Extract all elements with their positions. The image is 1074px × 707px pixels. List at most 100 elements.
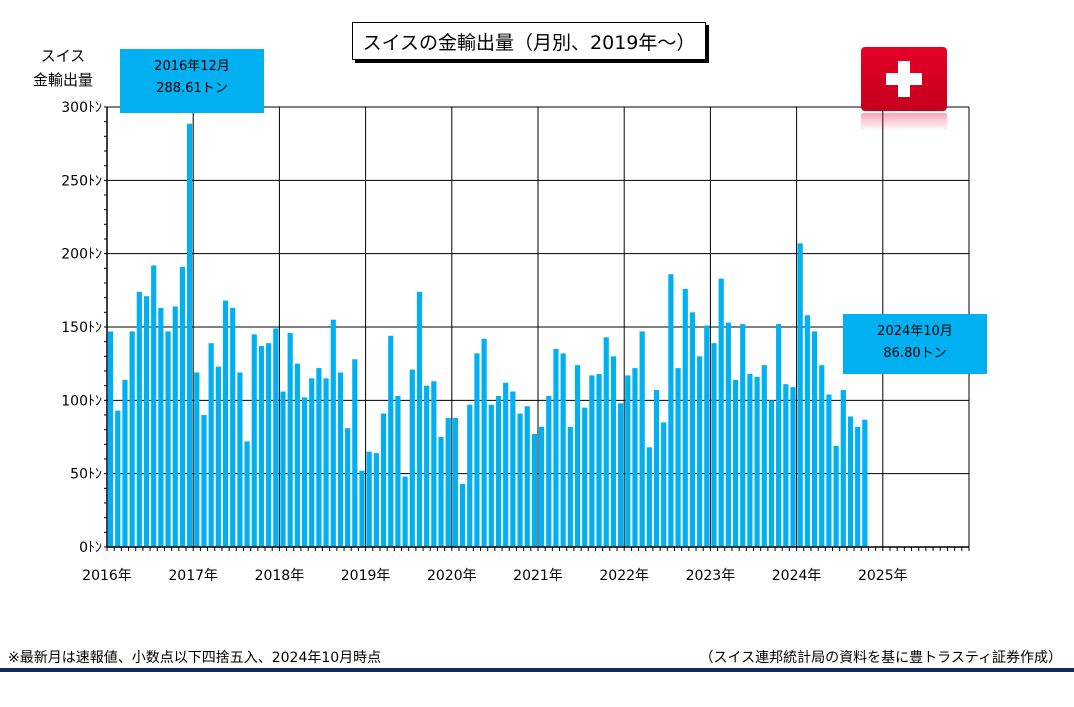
bar xyxy=(503,382,509,547)
bar xyxy=(804,315,810,547)
bar xyxy=(553,349,559,547)
bar xyxy=(294,363,300,547)
x-tick-label: 2021年 xyxy=(513,568,563,584)
x-tick-label: 2017年 xyxy=(168,568,218,584)
bar xyxy=(790,387,796,547)
x-tick-label: 2022年 xyxy=(599,568,649,584)
bar xyxy=(158,307,164,547)
bar xyxy=(431,381,437,547)
bar xyxy=(488,404,494,547)
bar xyxy=(618,403,624,547)
bar xyxy=(725,322,731,547)
bar xyxy=(108,331,114,547)
bar xyxy=(467,404,473,547)
x-tick-label: 2025年 xyxy=(858,568,908,584)
bar xyxy=(704,325,710,547)
bar xyxy=(208,343,214,547)
footnote: ※最新月は速報値、小数点以下四捨五入、2024年10月時点 xyxy=(8,650,382,666)
bar xyxy=(309,378,315,547)
bar xyxy=(625,375,631,547)
y-axis-label: スイス 金輸出量 xyxy=(28,44,98,92)
bar xyxy=(438,437,444,547)
bar xyxy=(122,379,128,547)
y-tick-label: 150ﾄﾝ xyxy=(61,320,102,336)
bar xyxy=(783,384,789,547)
bar xyxy=(187,123,193,548)
bar xyxy=(273,328,279,547)
source-note: （スイス連邦統計局の資料を基に豊トラスティ証券作成） xyxy=(699,650,1062,666)
bar xyxy=(668,274,674,547)
annotation-max-callout: 2016年12月 288.61トン xyxy=(120,49,264,113)
bar xyxy=(129,331,135,547)
bar xyxy=(172,306,178,547)
bar xyxy=(567,426,573,547)
bar xyxy=(776,324,782,547)
bar xyxy=(582,407,588,547)
annotation-latest-value: 86.80トン xyxy=(883,346,947,361)
bar xyxy=(847,416,854,547)
bar xyxy=(402,476,408,547)
bar xyxy=(237,372,243,547)
bar xyxy=(761,365,767,547)
x-tick-label: 2019年 xyxy=(341,568,391,584)
bar xyxy=(495,395,502,547)
bar xyxy=(819,365,825,547)
bar xyxy=(661,422,667,547)
bar xyxy=(768,400,775,547)
bar xyxy=(797,243,803,547)
bar xyxy=(258,346,265,547)
bar xyxy=(388,335,394,547)
bar xyxy=(352,359,358,547)
annotation-max-date: 2016年12月 xyxy=(154,59,230,74)
bar xyxy=(222,300,229,547)
y-axis-label-line2: 金輸出量 xyxy=(32,71,93,89)
bar xyxy=(524,406,530,547)
bar xyxy=(574,365,581,547)
bar xyxy=(373,453,379,547)
bar xyxy=(409,369,415,547)
bar xyxy=(287,332,293,547)
bar xyxy=(244,441,250,547)
bar xyxy=(337,372,344,547)
bar xyxy=(115,410,121,547)
bar xyxy=(345,428,351,547)
bar xyxy=(510,391,516,547)
annotation-max-value: 288.61トン xyxy=(156,81,228,96)
bar xyxy=(517,413,523,547)
bar xyxy=(560,353,566,547)
swiss-flag-icon xyxy=(861,47,947,111)
bar xyxy=(646,447,652,547)
bar xyxy=(811,331,818,547)
bar xyxy=(143,296,150,547)
bar xyxy=(416,291,423,547)
bar xyxy=(215,366,221,547)
bottom-rule xyxy=(0,668,1074,672)
bar xyxy=(632,368,638,547)
bar xyxy=(675,368,681,547)
bar xyxy=(747,373,753,547)
bar xyxy=(840,390,846,547)
bar xyxy=(194,372,200,547)
y-tick-label: 250ﾄﾝ xyxy=(61,173,102,189)
bar xyxy=(754,376,760,547)
bar xyxy=(323,378,329,547)
bar xyxy=(266,343,272,547)
bar xyxy=(301,397,308,547)
annotation-latest-date: 2024年10月 xyxy=(877,324,953,339)
annotation-latest-callout: 2024年10月 86.80トン xyxy=(843,314,987,374)
bar xyxy=(151,265,157,547)
bar xyxy=(316,368,322,547)
bar xyxy=(380,413,387,547)
bar xyxy=(445,417,451,547)
bar xyxy=(711,343,717,547)
x-tick-label: 2024年 xyxy=(772,568,822,584)
bar xyxy=(539,426,545,547)
bar xyxy=(531,434,537,547)
bar xyxy=(596,373,602,547)
x-tick-label: 2023年 xyxy=(686,568,736,584)
bar xyxy=(251,334,257,547)
bar xyxy=(862,419,868,547)
bar xyxy=(179,266,186,547)
chart-title: スイスの金輸出量（月別、2019年～） xyxy=(352,22,706,60)
